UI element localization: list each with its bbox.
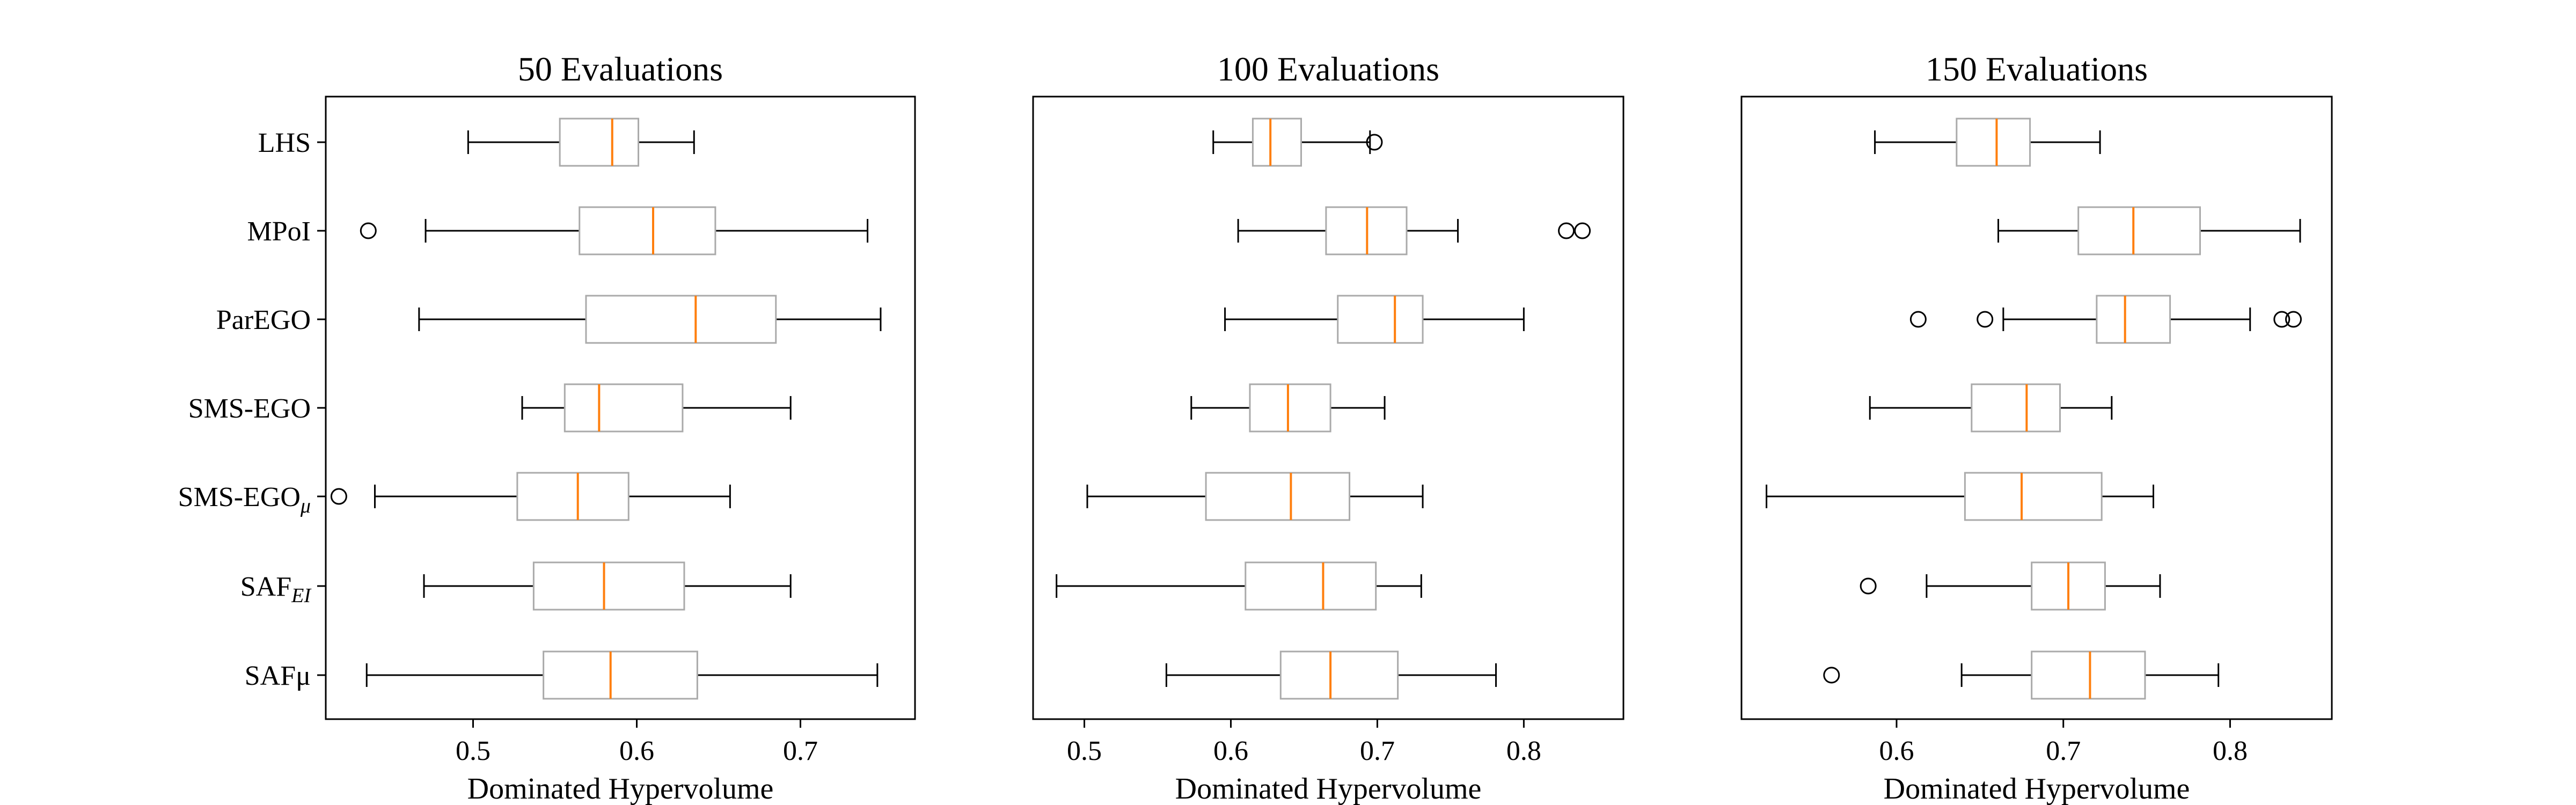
box-2 bbox=[360, 206, 869, 255]
iqr-box bbox=[1249, 383, 1331, 433]
x-axis-label: Dominated Hypervolume bbox=[1884, 772, 2190, 805]
iqr-box bbox=[1964, 472, 2103, 521]
method-label-subscript: EI bbox=[291, 584, 312, 607]
iqr-box bbox=[543, 650, 698, 700]
method-label: LHS bbox=[258, 128, 311, 158]
method-label: SMS-EGOμ bbox=[178, 482, 311, 517]
method-label-base: MPoI bbox=[247, 216, 311, 247]
method-label-base: SMS-EGO bbox=[178, 482, 301, 513]
x-axis-label: Dominated Hypervolume bbox=[1175, 772, 1482, 805]
method-label-base: SAFμ bbox=[245, 661, 311, 691]
method-label: SAFμ bbox=[245, 661, 311, 691]
box-5 bbox=[1086, 472, 1424, 521]
panel-3: 150 Evaluations Dominated Hypervolume 0.6 0… bbox=[1740, 50, 2333, 805]
box-5 bbox=[1766, 472, 2155, 521]
outlier-point bbox=[2273, 311, 2290, 328]
box-7 bbox=[1165, 650, 1497, 700]
panels: 50 Evaluations Dominated Hypervolume 0.5 0.… bbox=[178, 50, 2333, 805]
box-5 bbox=[330, 472, 731, 521]
outlier-point bbox=[1823, 667, 1840, 684]
box-6 bbox=[1860, 561, 2161, 611]
box-4 bbox=[1869, 383, 2113, 433]
iqr-box bbox=[1252, 118, 1302, 167]
box-1 bbox=[1212, 118, 1383, 167]
panel-title: 100 Evaluations bbox=[1217, 50, 1439, 88]
outlier-point bbox=[360, 222, 377, 239]
box-6 bbox=[423, 561, 792, 611]
iqr-box bbox=[579, 206, 716, 255]
box-3 bbox=[418, 295, 882, 344]
x-tick-label: 0.8 bbox=[2213, 736, 2248, 766]
method-label-base: LHS bbox=[258, 128, 311, 158]
iqr-box bbox=[585, 295, 777, 344]
x-tick-label: 0.6 bbox=[1879, 736, 1914, 766]
box-3 bbox=[1224, 295, 1525, 344]
outlier-point bbox=[1366, 134, 1383, 151]
box-1 bbox=[1874, 118, 2101, 167]
box-3 bbox=[1909, 295, 2302, 344]
iqr-box bbox=[1245, 561, 1377, 611]
box-7 bbox=[1823, 650, 2220, 700]
outlier-point bbox=[1909, 311, 1927, 328]
outlier-point bbox=[2285, 311, 2302, 328]
outlier-point bbox=[1860, 577, 1877, 595]
iqr-box bbox=[516, 472, 630, 521]
x-tick-label: 0.5 bbox=[456, 736, 491, 766]
iqr-box bbox=[2096, 295, 2171, 344]
iqr-box bbox=[564, 383, 684, 433]
method-label: SAFEI bbox=[240, 572, 312, 607]
panel-title: 50 Evaluations bbox=[518, 50, 723, 88]
x-tick-label: 0.5 bbox=[1067, 736, 1102, 766]
method-label-base: SMS-EGO bbox=[188, 393, 311, 424]
method-label-base: ParEGO bbox=[216, 305, 311, 335]
x-tick-label: 0.7 bbox=[783, 736, 818, 766]
plot-frame bbox=[1740, 96, 2333, 720]
plot-frame bbox=[1032, 96, 1624, 720]
box-4 bbox=[521, 383, 792, 433]
outlier-point bbox=[330, 488, 347, 505]
iqr-box bbox=[1279, 650, 1399, 700]
x-axis-label: Dominated Hypervolume bbox=[467, 772, 774, 805]
panel-1: 50 Evaluations Dominated Hypervolume 0.5 0.… bbox=[178, 50, 916, 805]
box-7 bbox=[365, 650, 879, 700]
outlier-point bbox=[1558, 222, 1575, 239]
x-tick-label: 0.7 bbox=[2046, 736, 2081, 766]
box-4 bbox=[1190, 383, 1386, 433]
outlier-point bbox=[1977, 311, 1994, 328]
method-label: SMS-EGO bbox=[188, 393, 311, 424]
iqr-box bbox=[532, 561, 685, 611]
outlier-point bbox=[1574, 222, 1591, 239]
iqr-box bbox=[1337, 295, 1424, 344]
iqr-box bbox=[2077, 206, 2201, 255]
method-label: ParEGO bbox=[216, 305, 311, 335]
panel-title: 150 Evaluations bbox=[1926, 50, 2148, 88]
iqr-box bbox=[1956, 118, 2031, 167]
method-label-subscript: μ bbox=[300, 495, 311, 517]
x-tick-label: 0.7 bbox=[1360, 736, 1395, 766]
panel-2: 100 Evaluations Dominated Hypervolume 0.5 0… bbox=[1032, 50, 1624, 805]
box-2 bbox=[1997, 206, 2301, 255]
x-tick-label: 0.8 bbox=[1506, 736, 1541, 766]
box-6 bbox=[1056, 561, 1422, 611]
box-2 bbox=[1237, 206, 1591, 255]
x-tick-label: 0.6 bbox=[619, 736, 654, 766]
iqr-box bbox=[1971, 383, 2061, 433]
method-label-base: SAF bbox=[240, 572, 291, 602]
method-label: MPoI bbox=[247, 216, 311, 247]
box-1 bbox=[467, 118, 695, 167]
x-tick-label: 0.6 bbox=[1213, 736, 1248, 766]
iqr-box bbox=[559, 118, 640, 167]
iqr-box bbox=[1205, 472, 1351, 521]
iqr-box bbox=[2031, 650, 2146, 700]
